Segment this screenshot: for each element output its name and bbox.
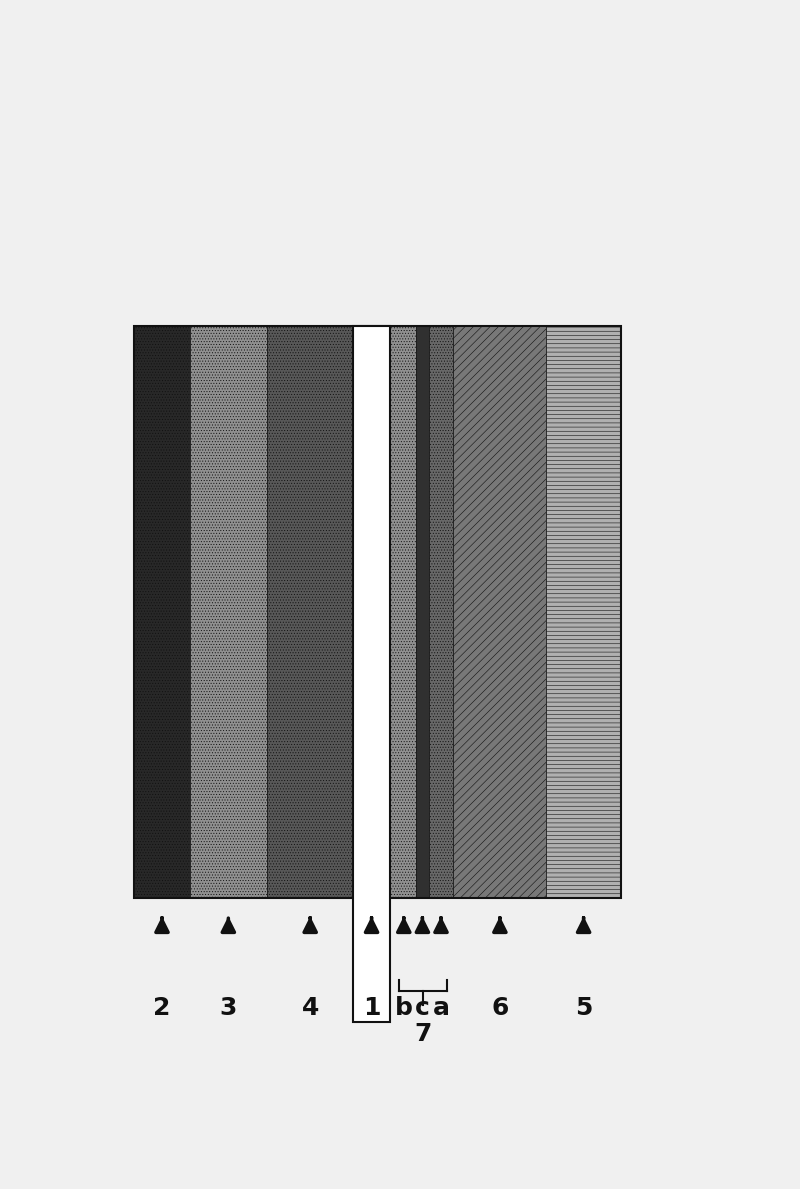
Text: 2: 2: [154, 996, 170, 1020]
Bar: [134, 326, 621, 898]
Text: c: c: [415, 996, 430, 1020]
Text: a: a: [433, 996, 450, 1020]
Bar: [454, 326, 546, 898]
Bar: [546, 326, 621, 898]
Text: 1: 1: [363, 996, 380, 1020]
Bar: [390, 326, 416, 898]
Bar: [416, 326, 429, 898]
Text: 7: 7: [414, 1021, 432, 1045]
Text: 6: 6: [491, 996, 509, 1020]
Bar: [190, 326, 267, 898]
Text: b: b: [395, 996, 413, 1020]
Bar: [429, 326, 454, 898]
Bar: [267, 326, 353, 898]
Text: 5: 5: [575, 996, 592, 1020]
Bar: [353, 326, 390, 1021]
Text: 3: 3: [220, 996, 237, 1020]
Text: 4: 4: [302, 996, 319, 1020]
Bar: [134, 326, 190, 898]
